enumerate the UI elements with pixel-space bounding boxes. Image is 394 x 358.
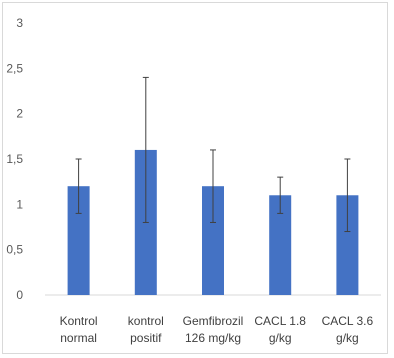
chart-frame: 0 0,5 1 1,5 2 2,5 3 Kontrol normal kontrol positi… <box>2 2 388 354</box>
y-tick-label: 2 <box>16 107 23 121</box>
error-bar <box>344 158 351 233</box>
y-tick-label: 1,5 <box>6 152 23 166</box>
x-category-label: Gemfibrozil 126 mg/kg <box>183 314 244 345</box>
x-category-label-line: normal <box>60 331 97 345</box>
x-category-label-line: g/kg <box>269 331 292 345</box>
x-category-label-line: kontrol <box>128 314 164 328</box>
bars <box>67 149 359 295</box>
error-bar <box>142 76 149 223</box>
x-category-label-line: 126 mg/kg <box>185 331 241 345</box>
y-tick-label: 1 <box>16 197 23 211</box>
x-category-label: CACL 1.8 g/kg <box>254 314 306 345</box>
x-category-label: kontrol positif <box>128 314 164 345</box>
y-axis-tick-labels: 0 0,5 1 1,5 2 2,5 3 <box>6 16 23 302</box>
x-category-label: Kontrol normal <box>60 314 98 345</box>
y-tick-label: 0 <box>16 288 23 302</box>
bar-chart: 0 0,5 1 1,5 2 2,5 3 Kontrol normal kontrol positi… <box>6 16 381 345</box>
x-category-label-line: Gemfibrozil <box>183 314 244 328</box>
x-axis-category-labels: Kontrol normal kontrol positif Gemfibrozil 12… <box>60 314 374 345</box>
error-bar <box>75 158 82 214</box>
error-bar <box>210 149 216 223</box>
bar <box>67 186 90 295</box>
x-category-label-line: CACL 1.8 <box>254 314 306 328</box>
bar <box>336 195 359 295</box>
bar <box>202 186 224 295</box>
y-tick-label: 3 <box>16 16 23 30</box>
x-category-label: CACL 3.6 g/kg <box>322 314 374 345</box>
y-tick-label: 2,5 <box>6 61 23 75</box>
error-bar <box>277 176 284 214</box>
x-category-label-line: g/kg <box>336 331 359 345</box>
x-category-label-line: Kontrol <box>60 314 98 328</box>
x-category-label-line: positif <box>130 331 162 345</box>
error-bars <box>75 76 351 233</box>
y-tick-label: 0,5 <box>6 243 23 257</box>
x-category-label-line: CACL 3.6 <box>322 314 374 328</box>
bar <box>269 195 292 295</box>
